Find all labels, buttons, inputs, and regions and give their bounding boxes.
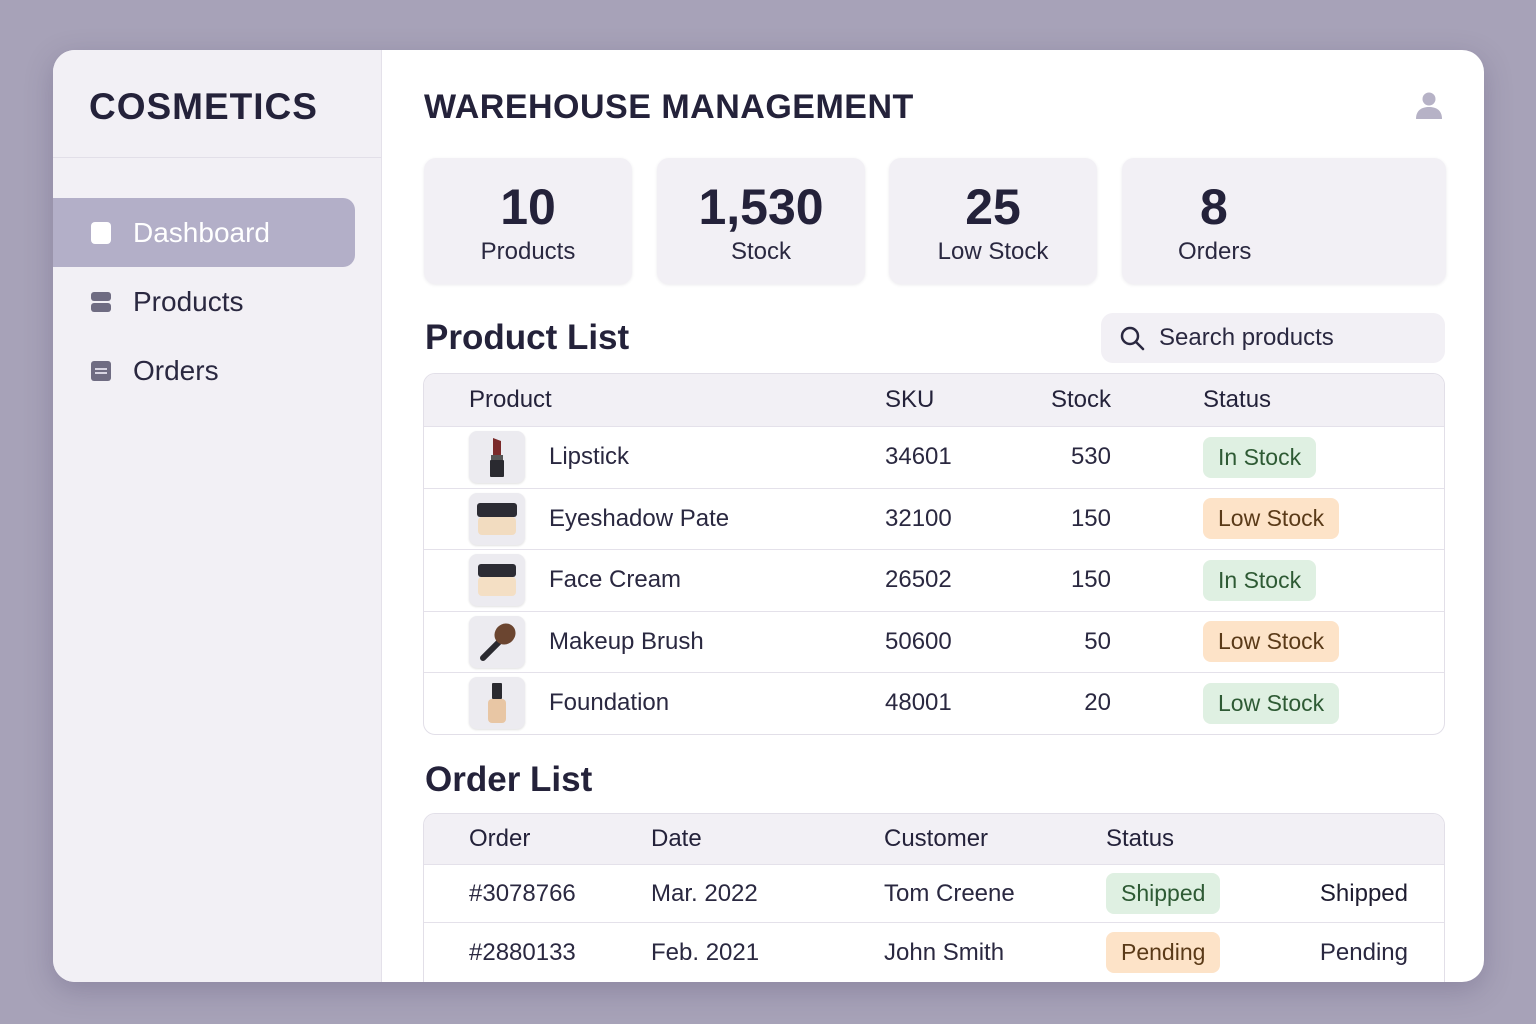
stat-value: 1,530	[698, 179, 824, 235]
stock-cell: 50	[1084, 627, 1111, 655]
stat-label: Products	[480, 238, 576, 265]
sku-cell: 34601	[885, 443, 952, 471]
order-id: #2880133	[469, 938, 576, 966]
status-badge: Low Stock	[1203, 682, 1340, 724]
status-badge: In Stock	[1203, 436, 1317, 478]
stock-cell: 530	[1070, 443, 1111, 471]
table-row[interactable]: #2880133 Feb. 2021 John Smith Pending Pe…	[424, 922, 1444, 982]
column-header-product[interactable]: Product	[469, 386, 552, 413]
stat-label: Orders	[1178, 238, 1252, 265]
stat-value: 25	[965, 179, 1021, 235]
product-cell: Face Cream	[424, 554, 885, 607]
status-text: Shipped	[1319, 879, 1408, 907]
product-name: Lipstick	[549, 443, 630, 471]
stat-card-products: 10 Products	[424, 158, 632, 284]
order-list-title: Order List	[425, 760, 593, 799]
main-content: WAREHOUSE MANAGEMENT 10 Products 1,530 S…	[382, 50, 1484, 982]
product-cell: Eyeshadow Pate	[424, 492, 885, 545]
jar-icon	[469, 492, 525, 545]
status-cell: Low Stock	[1125, 621, 1425, 663]
stock-cell: 150	[1070, 566, 1111, 594]
dashboard-icon	[91, 221, 111, 244]
status-badge: Pending	[1106, 932, 1221, 973]
column-header-customer[interactable]: Customer	[884, 825, 989, 852]
column-header-date[interactable]: Date	[651, 825, 702, 852]
search-icon	[1120, 326, 1145, 351]
product-table: Product SKU Stock Status Lipstick	[423, 373, 1445, 735]
stat-label: Low Stock	[937, 238, 1049, 265]
stock-cell: 20	[1084, 689, 1111, 717]
stat-card-low-stock: 25 Low Stock	[889, 158, 1097, 284]
sidebar-item-label: Dashboard	[133, 216, 270, 248]
status-cell: Pending	[1106, 932, 1306, 973]
status-badge: Low Stock	[1203, 621, 1340, 663]
stat-card-orders: 8 Orders	[1122, 158, 1446, 284]
foundation-bottle-icon	[469, 677, 525, 730]
sidebar: COSMETICS Dashboard Products Orders	[53, 50, 382, 982]
order-id: #3078766	[469, 879, 576, 907]
table-row[interactable]: Eyeshadow Pate 32100 150 Low Stock	[424, 487, 1444, 550]
column-header-status[interactable]: Status	[1203, 386, 1272, 413]
page-title: WAREHOUSE MANAGEMENT	[424, 88, 914, 126]
product-list-title: Product List	[425, 318, 630, 357]
order-table: Order Date Customer Status #3078766 Mar.…	[423, 813, 1445, 982]
sku-cell: 50600	[885, 627, 952, 655]
status-badge: Low Stock	[1203, 498, 1340, 540]
table-row[interactable]: Foundation 48001 20 Low Stock	[424, 672, 1444, 734]
order-customer: Tom Creene	[884, 879, 1015, 907]
table-header: Order Date Customer Status	[424, 814, 1444, 864]
sidebar-item-products[interactable]: Products	[53, 267, 355, 336]
order-date: Feb. 2021	[651, 938, 760, 966]
sidebar-item-orders[interactable]: Orders	[53, 336, 355, 405]
search-input[interactable]	[1159, 324, 1429, 352]
sidebar-nav: Dashboard Products Orders	[53, 158, 381, 405]
stat-value: 10	[500, 179, 556, 235]
sku-cell: 48001	[885, 689, 952, 717]
product-cell: Lipstick	[424, 431, 885, 484]
status-cell: Low Stock	[1125, 682, 1425, 724]
order-date: Mar. 2022	[651, 879, 758, 907]
product-cell: Foundation	[424, 677, 885, 730]
orders-icon	[91, 360, 111, 381]
product-cell: Makeup Brush	[424, 615, 885, 668]
sidebar-item-label: Orders	[133, 354, 219, 386]
sidebar-item-label: Products	[133, 285, 244, 317]
status-cell: Shipped	[1106, 873, 1306, 914]
status-badge: In Stock	[1203, 559, 1317, 601]
product-name: Face Cream	[549, 566, 682, 594]
stat-value: 8	[1200, 179, 1228, 235]
table-row[interactable]: Makeup Brush 50600 50 Low Stock	[424, 610, 1444, 673]
stock-cell: 150	[1070, 504, 1111, 532]
product-name: Foundation	[549, 689, 670, 717]
status-cell: In Stock	[1125, 559, 1425, 601]
brand-logo: COSMETICS	[53, 50, 381, 158]
app-window: COSMETICS Dashboard Products Orders WARE…	[53, 50, 1484, 982]
user-icon[interactable]	[1414, 90, 1444, 120]
table-row[interactable]: #3078766 Mar. 2022 Tom Creene Shipped Sh…	[424, 864, 1444, 922]
table-row[interactable]: Face Cream 26502 150 In Stock	[424, 549, 1444, 611]
sidebar-item-dashboard[interactable]: Dashboard	[53, 198, 355, 267]
status-badge: Shipped	[1106, 873, 1221, 914]
table-header: Product SKU Stock Status	[424, 374, 1444, 426]
sku-cell: 32100	[885, 504, 952, 532]
column-header-sku[interactable]: SKU	[885, 386, 935, 413]
sku-cell: 26502	[885, 566, 952, 594]
products-icon	[91, 291, 111, 313]
table-row[interactable]: Lipstick 34601 530 In Stock	[424, 426, 1444, 488]
jar-icon	[469, 554, 525, 607]
status-cell: Low Stock	[1125, 498, 1425, 540]
brush-icon	[469, 615, 525, 668]
order-customer: John Smith	[884, 938, 1005, 966]
column-header-status[interactable]: Status	[1106, 825, 1175, 852]
status-text: Pending	[1319, 938, 1408, 966]
column-header-stock[interactable]: Stock	[1050, 386, 1111, 413]
stat-card-stock: 1,530 Stock	[657, 158, 865, 284]
search-box[interactable]	[1101, 313, 1445, 363]
stat-label: Stock	[730, 238, 792, 265]
product-name: Eyeshadow Pate	[549, 504, 730, 532]
product-name: Makeup Brush	[549, 627, 704, 655]
column-header-order[interactable]: Order	[469, 825, 531, 852]
status-cell: In Stock	[1125, 436, 1425, 478]
lipstick-icon	[469, 431, 525, 484]
